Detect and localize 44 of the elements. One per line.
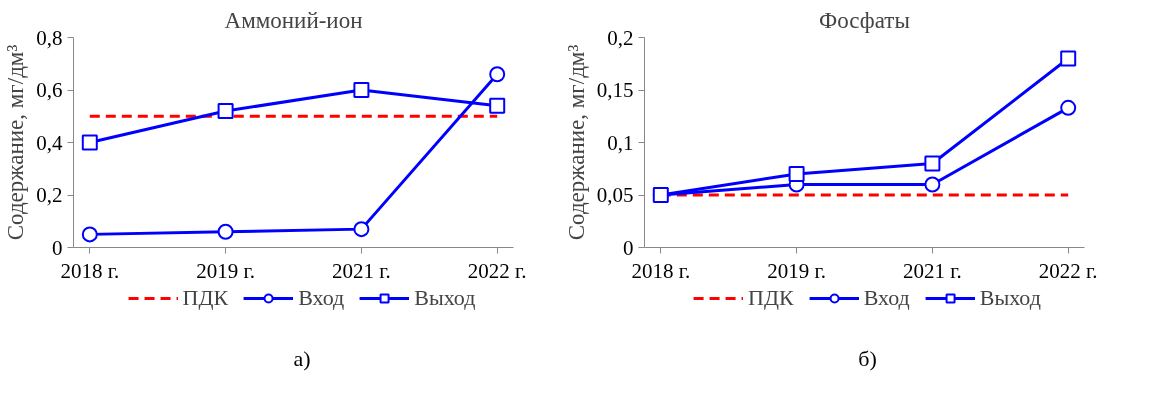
legend-label: Вход bbox=[298, 285, 345, 311]
y-axis-title: Содержание, мг/дм³ bbox=[3, 44, 29, 241]
y-tick-label: 0,15 bbox=[596, 78, 634, 102]
point bbox=[81, 134, 98, 151]
x-tick-label: 2021 г. bbox=[903, 258, 962, 283]
x-tick-label: 2019 г. bbox=[767, 258, 826, 283]
point bbox=[924, 155, 941, 172]
x-tick-label: 2018 г. bbox=[631, 258, 691, 283]
point bbox=[652, 187, 669, 203]
point bbox=[1060, 50, 1077, 67]
point bbox=[1060, 99, 1077, 116]
y-tick-label: 0,2 bbox=[36, 183, 63, 207]
y-tick-label: 0 bbox=[623, 235, 634, 260]
text: а) bbox=[293, 346, 311, 371]
y-tick-label: 0,8 bbox=[36, 25, 63, 50]
y-tick-label: 0 bbox=[52, 235, 63, 260]
point bbox=[81, 226, 98, 243]
y-tick-label: 0,6 bbox=[36, 78, 63, 102]
y-tick-label: 0,4 bbox=[36, 130, 63, 155]
x-tick-label: 2022 г. bbox=[1038, 258, 1098, 283]
chart-title: Аммоний-ион bbox=[224, 7, 363, 33]
point bbox=[217, 103, 234, 119]
legend-label: Вход bbox=[863, 285, 910, 311]
legend-label: Выход bbox=[979, 285, 1041, 311]
point bbox=[353, 82, 370, 98]
point bbox=[788, 166, 805, 182]
y-tick-label: 0,1 bbox=[607, 130, 634, 155]
point bbox=[489, 66, 506, 83]
point bbox=[489, 97, 506, 114]
y-tick-label: 0,2 bbox=[607, 25, 634, 50]
x-tick-label: 2021 г. bbox=[332, 258, 391, 283]
point bbox=[924, 176, 941, 193]
point bbox=[353, 221, 370, 238]
text: б) bbox=[858, 346, 877, 371]
y-axis-title: Содержание, мг/дм³ bbox=[563, 44, 589, 241]
y-tick-label: 0,05 bbox=[596, 183, 634, 207]
point bbox=[217, 223, 234, 240]
x-tick-label: 2022 г. bbox=[467, 258, 527, 283]
x-tick-label: 2018 г. bbox=[60, 258, 120, 283]
x-tick-label: 2019 г. bbox=[196, 258, 255, 283]
legend-label: ПДК bbox=[182, 285, 229, 311]
legend-label: Выход bbox=[414, 285, 476, 311]
chart-title: Фосфаты bbox=[819, 7, 910, 33]
legend-label: ПДК bbox=[748, 285, 794, 311]
